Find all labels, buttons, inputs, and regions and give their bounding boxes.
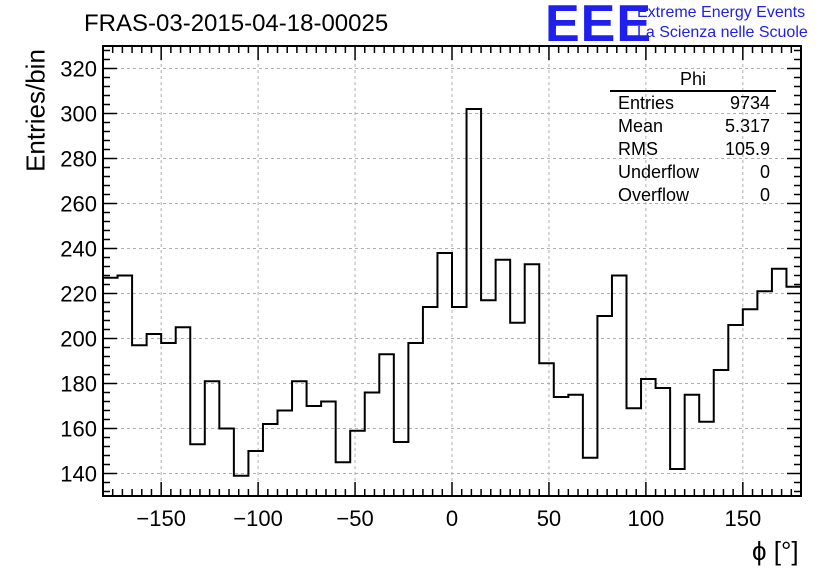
y-tick-label: 180 — [60, 372, 97, 397]
stats-label: Underflow — [618, 162, 700, 182]
x-tick-label: 0 — [446, 506, 458, 531]
stats-row-entries: Entries 9734 — [610, 92, 776, 115]
axis-tick-labels: −150 −100 −50 0 50 100 150 140 160 180 200 220 240 26… — [60, 57, 761, 532]
stats-box-title: Phi — [610, 68, 776, 92]
x-tick-label: 100 — [628, 506, 665, 531]
stats-value: 105.9 — [724, 139, 770, 159]
logo-line-1: Extreme Energy Events — [637, 4, 806, 21]
y-axis-label: Entries/bin — [20, 49, 51, 172]
x-tick-label: −150 — [136, 506, 186, 531]
plot-title: FRAS-03-2015-04-18-00025 — [84, 10, 389, 37]
x-tick-label: −100 — [233, 506, 283, 531]
stats-box: Phi Entries 9734 Mean 5.317 RMS 105.9 Un… — [610, 68, 776, 207]
stats-row-underflow: Underflow 0 — [610, 161, 776, 184]
stats-label: Mean — [618, 116, 664, 136]
stats-label: Entries — [618, 93, 675, 113]
y-tick-label: 140 — [60, 462, 97, 487]
y-tick-label: 260 — [60, 192, 97, 217]
y-tick-label: 160 — [60, 417, 97, 442]
y-tick-label: 240 — [60, 237, 97, 262]
x-tick-label: 50 — [537, 506, 561, 531]
stats-row-rms: RMS 105.9 — [610, 138, 776, 161]
y-tick-label: 200 — [60, 327, 97, 352]
axis-ticks — [103, 46, 801, 496]
y-tick-label: 320 — [60, 57, 97, 82]
stats-value: 9734 — [729, 93, 770, 113]
y-tick-label: 280 — [60, 147, 97, 172]
stats-label: RMS — [618, 139, 658, 159]
stats-label: Overflow — [618, 185, 690, 205]
histogram-step-line — [103, 108, 802, 477]
x-axis-label: ϕ [°] — [752, 536, 799, 566]
stats-row-mean: Mean 5.317 — [610, 115, 776, 138]
stats-value: 5.317 — [724, 116, 770, 136]
y-tick-label: 220 — [60, 282, 97, 307]
x-tick-label: 150 — [724, 506, 761, 531]
x-tick-label: −50 — [336, 506, 373, 531]
logo-line-2: La Scienza nelle Scuole — [637, 24, 808, 41]
y-tick-label: 300 — [60, 102, 97, 127]
eee-logo: EEE — [545, 0, 653, 53]
stats-value: 0 — [759, 162, 770, 182]
stats-value: 0 — [759, 185, 770, 205]
stats-row-overflow: Overflow 0 — [610, 184, 776, 207]
